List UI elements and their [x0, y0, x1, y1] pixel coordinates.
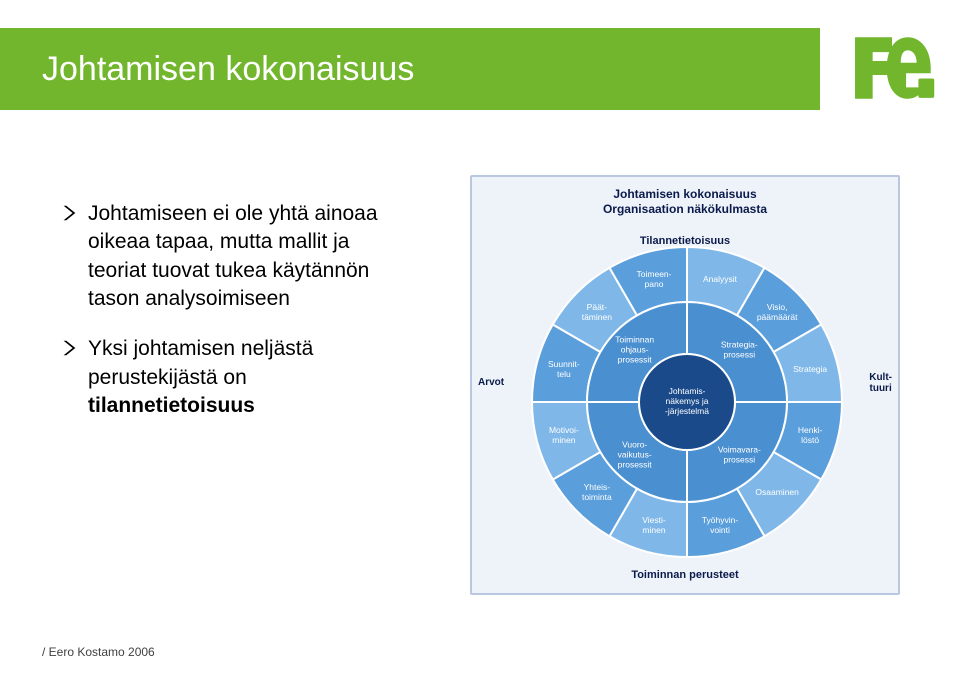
svg-text:Johtamis-: Johtamis-: [669, 386, 706, 396]
svg-text:Vuoro-vaikutus-prosessit: Vuoro-vaikutus-prosessit: [618, 439, 653, 469]
svg-text:Strategia: Strategia: [793, 364, 827, 374]
svg-text:Osaaminen: Osaaminen: [755, 487, 799, 497]
diagram-title-line2: Organisaation näkökulmasta: [603, 202, 767, 216]
diagram-title: Johtamisen kokonaisuus Organisaation näk…: [472, 187, 898, 217]
circular-diagram: AnalyysitVisio,päämäärätStrategiaHenki-l…: [472, 227, 902, 577]
svg-text:Voimavara-prosessi: Voimavara-prosessi: [718, 444, 761, 464]
bullet-list: Johtamiseen ei ole yhtä ainoaa oikeaa ta…: [60, 200, 400, 442]
diagram-title-line1: Johtamisen kokonaisuus: [613, 187, 756, 201]
svg-text:Strategia-prosessi: Strategia-prosessi: [721, 340, 758, 360]
header-bar: Johtamisen kokonaisuus: [0, 28, 820, 110]
chevron-right-icon: [60, 339, 78, 357]
list-item: Johtamiseen ei ole yhtä ainoaa oikeaa ta…: [60, 200, 400, 313]
svg-text:Analyysit: Analyysit: [703, 274, 738, 284]
chevron-right-icon: [60, 204, 78, 222]
svg-text:Viesti-minen: Viesti-minen: [642, 515, 666, 535]
svg-text:näkemys ja: näkemys ja: [666, 396, 709, 406]
bullet-bold: tilannetietoisuus: [88, 394, 255, 417]
svg-text:Yhteis-toiminta: Yhteis-toiminta: [582, 482, 612, 502]
slide-footer: / Eero Kostamo 2006: [42, 645, 155, 659]
list-item: Yksi johtamisen neljästä perustekijästä …: [60, 335, 400, 420]
slide-title: Johtamisen kokonaisuus: [42, 50, 414, 89]
brand-logo: [848, 24, 936, 112]
bullet-text: Yksi johtamisen neljästä perustekijästä …: [88, 335, 400, 420]
diagram-box: Johtamisen kokonaisuus Organisaation näk…: [470, 175, 900, 595]
svg-text:Henki-löstö: Henki-löstö: [798, 425, 823, 445]
svg-text:Toiminnanohjaus-prosessit: Toiminnanohjaus-prosessit: [615, 335, 654, 365]
svg-text:Motivoi-minen: Motivoi-minen: [549, 425, 579, 445]
bullet-text: Johtamiseen ei ole yhtä ainoaa oikeaa ta…: [88, 200, 400, 313]
svg-text:-järjestelmä: -järjestelmä: [665, 406, 709, 416]
bullet-prefix: Yksi johtamisen neljästä perustekijästä …: [88, 337, 313, 388]
